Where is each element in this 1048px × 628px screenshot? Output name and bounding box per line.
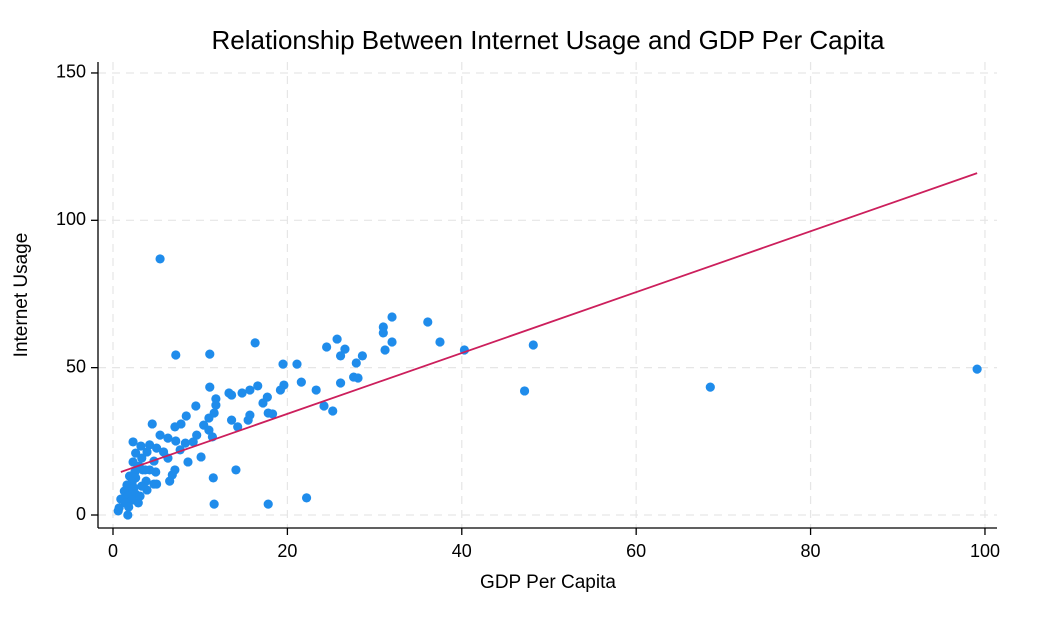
point <box>258 398 268 408</box>
point <box>123 510 133 520</box>
point <box>192 430 202 440</box>
point <box>296 377 306 387</box>
point <box>165 476 175 486</box>
point <box>253 381 263 391</box>
point <box>311 385 321 395</box>
point <box>171 350 181 360</box>
point <box>170 422 180 432</box>
x-tick-label: 40 <box>452 541 472 561</box>
y-tick-label: 150 <box>56 62 86 82</box>
point <box>155 430 165 440</box>
point <box>128 437 138 447</box>
point <box>233 422 243 432</box>
point <box>380 345 390 355</box>
point <box>135 491 145 501</box>
point <box>263 499 273 509</box>
point <box>301 493 312 503</box>
point <box>423 317 433 327</box>
point <box>208 473 218 483</box>
x-tick-label: 60 <box>626 541 646 561</box>
y-tick-label: 0 <box>76 504 86 524</box>
point <box>335 351 346 361</box>
point <box>163 433 173 443</box>
point <box>267 409 278 419</box>
point <box>243 415 253 425</box>
point <box>528 340 538 350</box>
point <box>519 386 530 396</box>
point <box>209 499 219 509</box>
x-tick-label: 0 <box>108 541 118 561</box>
point <box>142 447 152 457</box>
x-tick-label: 20 <box>277 541 297 561</box>
point <box>387 337 397 347</box>
point <box>181 411 191 421</box>
y-axis-label: Internet Usage <box>11 233 32 358</box>
point <box>972 364 982 374</box>
point <box>137 481 147 491</box>
x-tick-label: 80 <box>801 541 821 561</box>
point <box>231 465 241 475</box>
point <box>140 465 150 475</box>
point <box>319 401 329 411</box>
point <box>245 385 255 395</box>
point <box>113 506 123 516</box>
point <box>705 382 715 392</box>
point <box>137 453 147 463</box>
point <box>226 415 237 425</box>
point <box>378 328 388 338</box>
y-tick-label: 50 <box>66 356 86 376</box>
point <box>131 448 141 458</box>
point <box>145 440 155 450</box>
point <box>205 382 215 392</box>
point <box>332 334 342 344</box>
point <box>205 349 215 359</box>
point <box>340 344 350 354</box>
point <box>204 413 214 423</box>
point <box>292 359 302 369</box>
point <box>196 452 206 462</box>
point <box>351 358 361 368</box>
point <box>171 436 181 446</box>
point <box>191 401 201 411</box>
point <box>147 419 157 429</box>
point <box>211 400 221 410</box>
point <box>136 441 146 451</box>
point <box>226 390 237 400</box>
point <box>124 502 134 512</box>
point <box>204 425 214 435</box>
point <box>155 254 165 264</box>
x-tick-label: 100 <box>970 541 1000 561</box>
point <box>335 378 346 388</box>
point <box>158 447 169 457</box>
point <box>180 438 190 448</box>
point <box>183 457 193 467</box>
x-axis-label: GDP Per Capita <box>480 572 616 593</box>
point <box>387 312 397 322</box>
point <box>250 338 260 348</box>
trend-line <box>120 172 978 473</box>
point <box>275 385 286 395</box>
point <box>151 443 162 453</box>
point <box>188 437 198 447</box>
y-tick-label: 100 <box>56 209 86 229</box>
point <box>328 406 338 416</box>
point <box>237 388 247 398</box>
point <box>322 342 332 352</box>
point <box>357 351 367 361</box>
point <box>278 359 288 369</box>
chart-title: Relationship Between Internet Usage and … <box>211 25 885 55</box>
point <box>151 479 162 489</box>
point <box>353 373 363 383</box>
point <box>435 337 445 347</box>
